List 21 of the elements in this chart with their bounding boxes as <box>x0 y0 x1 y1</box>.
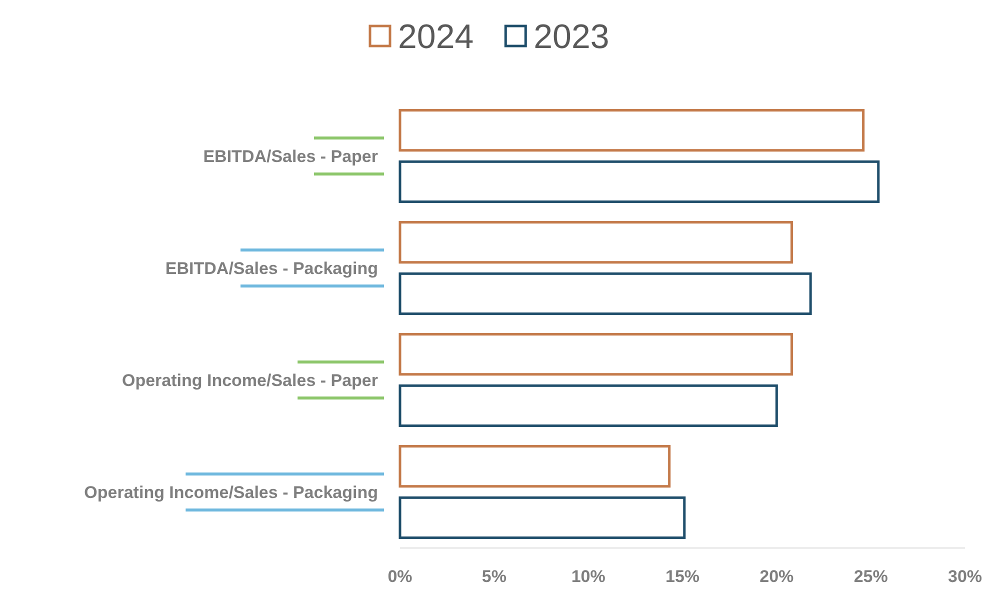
bar <box>398 445 671 488</box>
bar <box>398 221 793 264</box>
bar <box>398 496 686 539</box>
x-tick-label: 25% <box>854 567 888 586</box>
bar <box>398 333 793 376</box>
x-tick-label: 10% <box>571 567 606 586</box>
bar <box>398 272 812 315</box>
x-tick-label: 20% <box>760 567 794 586</box>
bar <box>398 384 778 427</box>
x-tick-label: 15% <box>665 567 700 586</box>
y-tick-label: EBITDA/Sales - Paper <box>203 146 378 166</box>
legend-label: 2023 <box>534 18 610 56</box>
y-tick-label: Operating Income/Sales - Paper <box>122 370 378 390</box>
x-tick-label: 0% <box>388 567 412 586</box>
legend-label: 2024 <box>398 18 474 56</box>
bar <box>398 109 865 152</box>
x-tick-label: 30% <box>948 567 982 586</box>
y-tick-label: EBITDA/Sales - Packaging <box>165 258 378 278</box>
y-tick-label: Operating Income/Sales - Packaging <box>84 482 378 502</box>
x-tick-label: 5% <box>482 567 506 586</box>
bar <box>398 160 880 203</box>
